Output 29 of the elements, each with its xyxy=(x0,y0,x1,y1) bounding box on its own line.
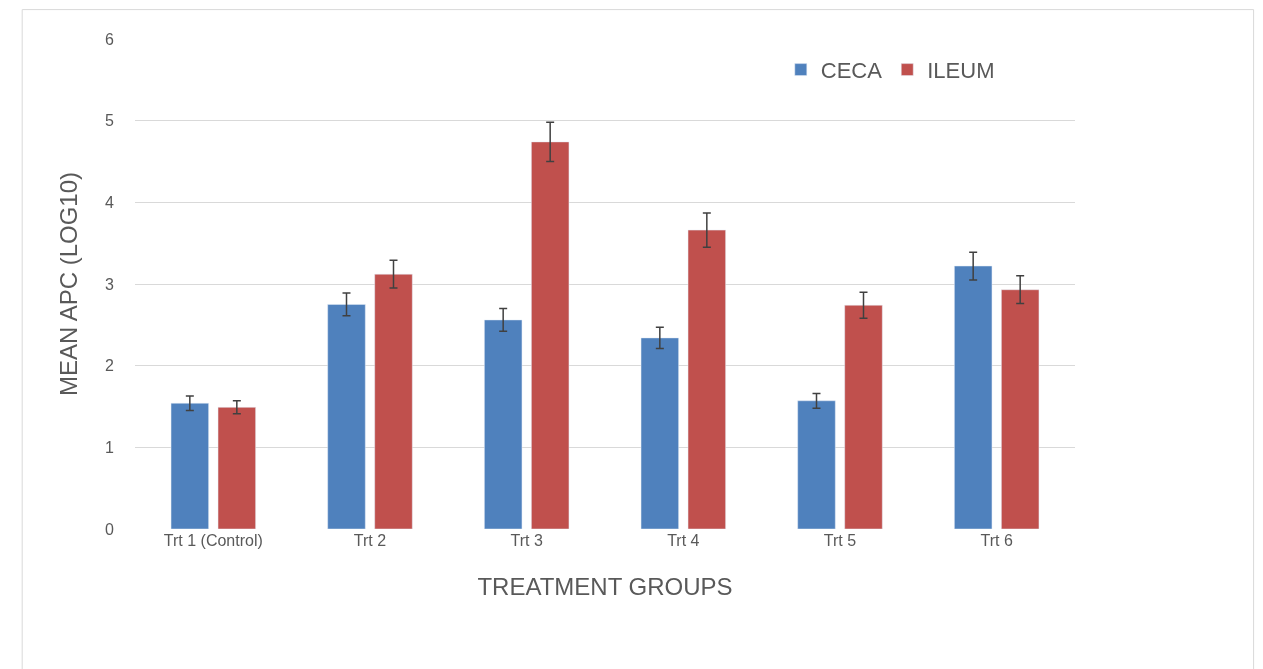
x-tick-label: Trt 5 xyxy=(823,532,857,549)
bar xyxy=(1001,289,1040,529)
y-tick-label: 1 xyxy=(105,438,115,456)
y-tick-label: 3 xyxy=(105,275,115,293)
bar xyxy=(374,273,413,529)
x-tick-label: Trt 3 xyxy=(510,532,543,549)
y-tick-label: 2 xyxy=(105,357,115,375)
y-axis-title: MEAN APC (LOG10) xyxy=(55,171,83,397)
bar xyxy=(954,265,993,529)
legend-label: CECA xyxy=(820,58,883,84)
x-tick-label: Trt 1 (Control) xyxy=(163,532,263,549)
bar xyxy=(844,304,883,529)
bar xyxy=(797,400,836,529)
bar xyxy=(327,304,366,529)
bar xyxy=(170,402,209,529)
y-tick-label: 4 xyxy=(105,193,115,211)
bar xyxy=(640,337,679,529)
x-tick-label: Trt 2 xyxy=(353,532,387,549)
y-tick-label: 5 xyxy=(105,112,115,130)
bar xyxy=(531,141,570,529)
bar xyxy=(484,319,523,529)
y-tick-label: 0 xyxy=(105,520,115,538)
bar xyxy=(687,229,726,529)
legend-label: ILEUM xyxy=(927,58,995,84)
bar xyxy=(217,407,256,529)
y-tick-label: 6 xyxy=(105,30,115,48)
x-tick-label: Trt 6 xyxy=(980,532,1013,549)
x-tick-label: Trt 4 xyxy=(667,532,700,549)
x-axis-title: TREATMENT GROUPS xyxy=(477,573,733,601)
